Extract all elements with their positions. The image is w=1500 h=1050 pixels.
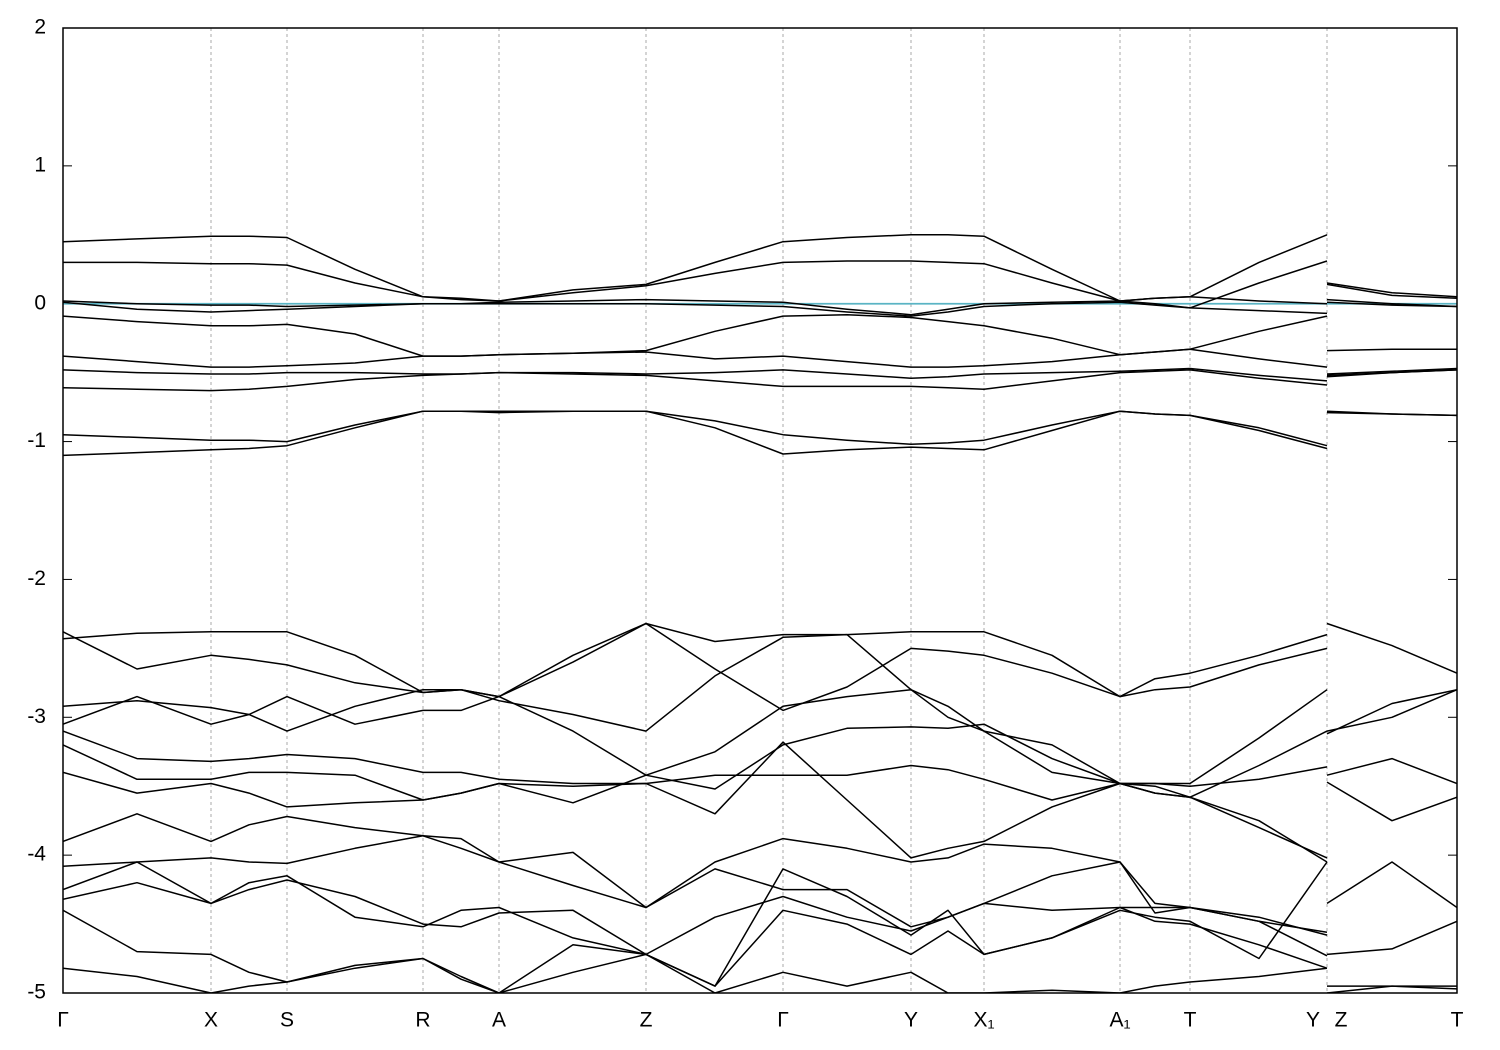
band-line	[63, 741, 1457, 956]
band-line	[63, 367, 1457, 382]
band-line	[63, 723, 1457, 909]
band-line	[63, 622, 1457, 732]
x-tick-label: X₁	[973, 1009, 994, 1032]
y-tick-label: -3	[27, 705, 46, 728]
band-line	[63, 835, 1328, 957]
band-line	[63, 861, 1328, 956]
band-line	[63, 234, 1457, 302]
band-line	[63, 875, 1328, 987]
band-line	[63, 953, 1457, 993]
band-line	[63, 861, 1328, 993]
band-line	[63, 260, 1457, 309]
plot-frame	[62, 27, 1458, 994]
x-tick-label: Y	[904, 1009, 918, 1032]
x-tick-label: X	[204, 1009, 218, 1032]
grid-layer	[62, 27, 1458, 994]
y-tick-label: -1	[27, 429, 46, 452]
band-line	[63, 622, 1457, 712]
x-tick-label: A	[492, 1009, 506, 1032]
band-line	[63, 730, 1457, 822]
y-tick-label: -5	[27, 981, 46, 1004]
band-line	[63, 410, 1457, 457]
band-line	[63, 633, 1457, 785]
y-tick-label: 0	[34, 291, 46, 314]
y-tick-label: -4	[27, 843, 46, 866]
x-tick-label: A₁	[1109, 1009, 1130, 1032]
x-tick-label: Z	[1335, 1009, 1348, 1032]
band-line	[63, 348, 1457, 375]
x-tick-label: R	[415, 1009, 430, 1032]
band-line	[63, 369, 1457, 392]
x-tick-label: Z	[640, 1009, 653, 1032]
y-tick-label: -2	[27, 567, 46, 590]
x-tick-label: Γ	[57, 1009, 69, 1032]
x-tick-label: T	[1184, 1009, 1197, 1032]
y-tick-label: 2	[34, 16, 46, 39]
x-tick-label: Γ	[777, 1009, 789, 1032]
x-tick-label: Y	[1306, 1009, 1320, 1032]
y-tick-label: 1	[34, 153, 46, 176]
band-line	[63, 813, 1457, 990]
x-tick-label: T	[1451, 1009, 1464, 1032]
band-line	[63, 688, 1457, 798]
x-tick-label: S	[280, 1009, 294, 1032]
band-line	[63, 313, 1457, 357]
band-line	[63, 301, 1457, 317]
bands-layer	[63, 234, 1457, 993]
